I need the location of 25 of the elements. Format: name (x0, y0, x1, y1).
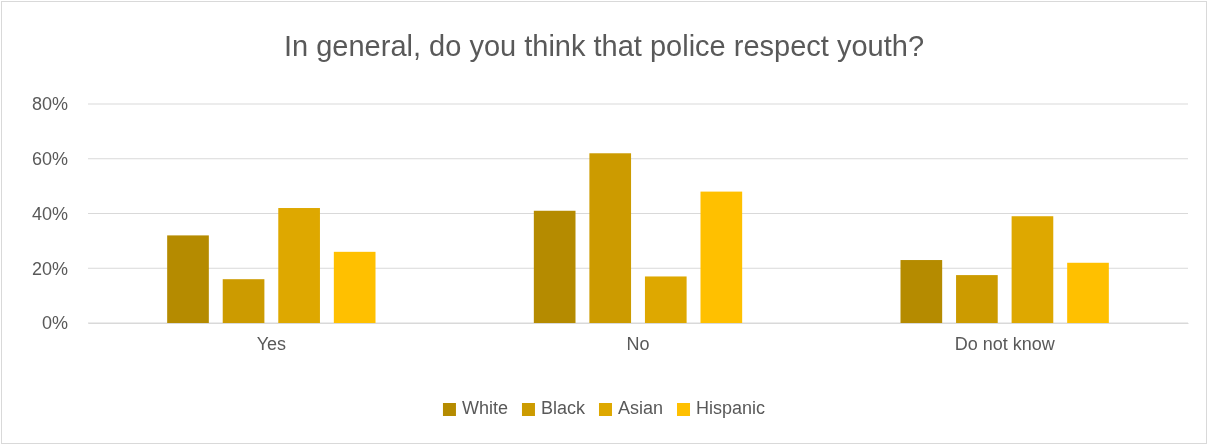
y-tick-label: 80% (31, 94, 68, 115)
bar (278, 208, 320, 323)
y-tick-label: 40% (31, 203, 68, 224)
legend-label: Hispanic (696, 398, 766, 418)
y-tick-label: 0% (41, 313, 68, 334)
bar (900, 260, 943, 323)
legend-label: Black (540, 398, 586, 418)
bar (700, 191, 743, 323)
bar (1011, 216, 1054, 323)
y-tick-label: 20% (31, 258, 68, 279)
bar (222, 279, 265, 323)
bar (167, 235, 209, 323)
bar (1067, 262, 1109, 323)
bar (589, 153, 632, 323)
x-tick-label: Yes (256, 333, 287, 354)
x-tick-label: No (626, 333, 650, 354)
legend-label: Asian (617, 398, 664, 418)
bar (333, 251, 376, 323)
bar (533, 210, 576, 323)
bar (644, 276, 687, 323)
legend-label: White (461, 398, 508, 418)
chart-title: In general, do you think that police respect youth? (283, 30, 925, 62)
bar (956, 275, 998, 323)
y-tick-label: 60% (31, 149, 68, 170)
x-tick-label: Do not know (954, 333, 1056, 354)
